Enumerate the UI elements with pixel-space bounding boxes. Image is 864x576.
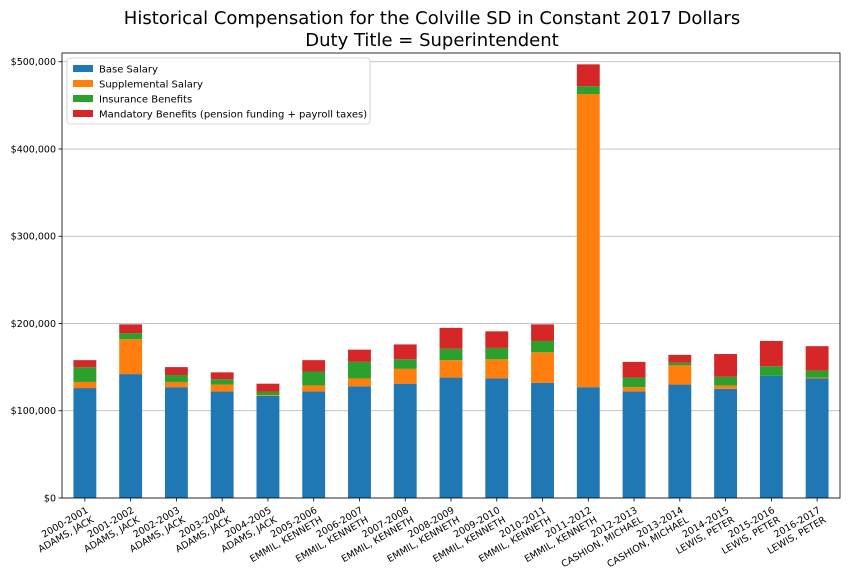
bar-segment: [164, 367, 188, 375]
bar-segment: [805, 346, 829, 371]
bar-segment: [302, 360, 326, 372]
bar-segment: [622, 387, 646, 392]
legend-swatch: [73, 80, 93, 87]
bar-segment: [622, 391, 646, 498]
bar-segment: [485, 378, 509, 498]
bar-segment: [256, 383, 280, 392]
chart-subtitle: Duty Title = Superintendent: [305, 30, 559, 51]
bar-segment: [531, 340, 554, 353]
bar-segment: [576, 86, 600, 95]
bar-segment: [576, 64, 600, 87]
bar-segment: [302, 391, 326, 498]
chart-title: Historical Compensation for the Colville…: [123, 8, 741, 29]
bar-segment: [714, 388, 738, 498]
bar-segment: [759, 366, 783, 376]
legend-label: Insurance Benefits: [99, 95, 192, 106]
bar-segment: [439, 327, 463, 349]
bar-segment: [531, 324, 554, 341]
bar-segment: [393, 368, 417, 384]
bar-segment: [119, 339, 143, 375]
bar-segment: [348, 361, 371, 379]
legend-swatch: [73, 65, 93, 72]
bar-segment: [73, 360, 97, 368]
bar-segment: [302, 371, 326, 386]
bar-segment: [485, 347, 509, 360]
bar-segment: [393, 359, 417, 369]
bar-segment: [576, 94, 600, 388]
bar-segment: [668, 365, 692, 385]
y-tick-label: $400,000: [11, 144, 56, 155]
legend: Base Salary Supplemental Salary Insurance …: [66, 57, 371, 125]
bar-segment: [73, 367, 97, 382]
bar-segment: [714, 376, 738, 386]
bar-segment: [668, 362, 692, 366]
bar-segment: [210, 391, 234, 498]
bar-segment: [210, 372, 234, 380]
bar-segment: [531, 382, 554, 498]
bar-segment: [73, 381, 97, 389]
bar-segment: [210, 384, 234, 392]
bar-segment: [256, 395, 280, 396]
bar-segment: [348, 386, 371, 498]
bar-segment: [119, 374, 143, 498]
y-tick-label: $200,000: [11, 319, 56, 330]
bar-segment: [256, 395, 280, 498]
bar-segment: [393, 383, 417, 498]
bar-segment: [622, 377, 646, 388]
bar-segment: [805, 377, 829, 379]
legend-label: Mandatory Benefits (pension funding + pa…: [99, 110, 367, 121]
legend-swatch: [73, 95, 93, 102]
bar-segment: [164, 381, 188, 388]
bar-segment: [439, 360, 463, 378]
bar-segment: [485, 359, 509, 379]
legend-label: Base Salary: [99, 65, 158, 76]
bar-segment: [622, 361, 646, 378]
bar-segment: [119, 324, 143, 334]
bar-segment: [439, 377, 463, 498]
y-tick-label: $300,000: [11, 232, 56, 243]
bar-segment: [210, 379, 234, 385]
bar-segment: [531, 352, 554, 383]
y-tick-label: $0: [44, 494, 56, 505]
bars: [73, 64, 829, 498]
bar-segment: [439, 348, 463, 361]
bar-segment: [302, 385, 326, 392]
bar-segment: [164, 374, 188, 382]
plot-frame: [61, 52, 841, 499]
bar-segment: [393, 344, 417, 360]
legend-box: [66, 57, 371, 125]
bar-segment: [576, 387, 600, 498]
y-axis: $0 $100,000 $200,000 $300,000 $400,000 $500,0…: [11, 57, 62, 505]
legend-label: Supplemental Salary: [99, 80, 203, 91]
bar-segment: [714, 354, 738, 377]
bar-segment: [73, 388, 97, 498]
bar-segment: [485, 331, 509, 348]
bar-segment: [164, 387, 188, 498]
bar-segment: [759, 340, 783, 367]
bar-segment: [348, 349, 371, 362]
y-tick-label: $100,000: [11, 406, 56, 417]
bar-segment: [714, 385, 738, 389]
y-tick-label: $500,000: [11, 57, 56, 68]
legend-swatch: [73, 110, 93, 117]
bar-segment: [256, 391, 280, 396]
bar-segment: [668, 354, 692, 363]
bar-segment: [759, 375, 783, 498]
bar-segment: [348, 378, 371, 387]
bar-segment: [668, 384, 692, 498]
bar-segment: [119, 333, 143, 340]
bar-segment: [805, 370, 829, 378]
bar-segment: [805, 378, 829, 498]
